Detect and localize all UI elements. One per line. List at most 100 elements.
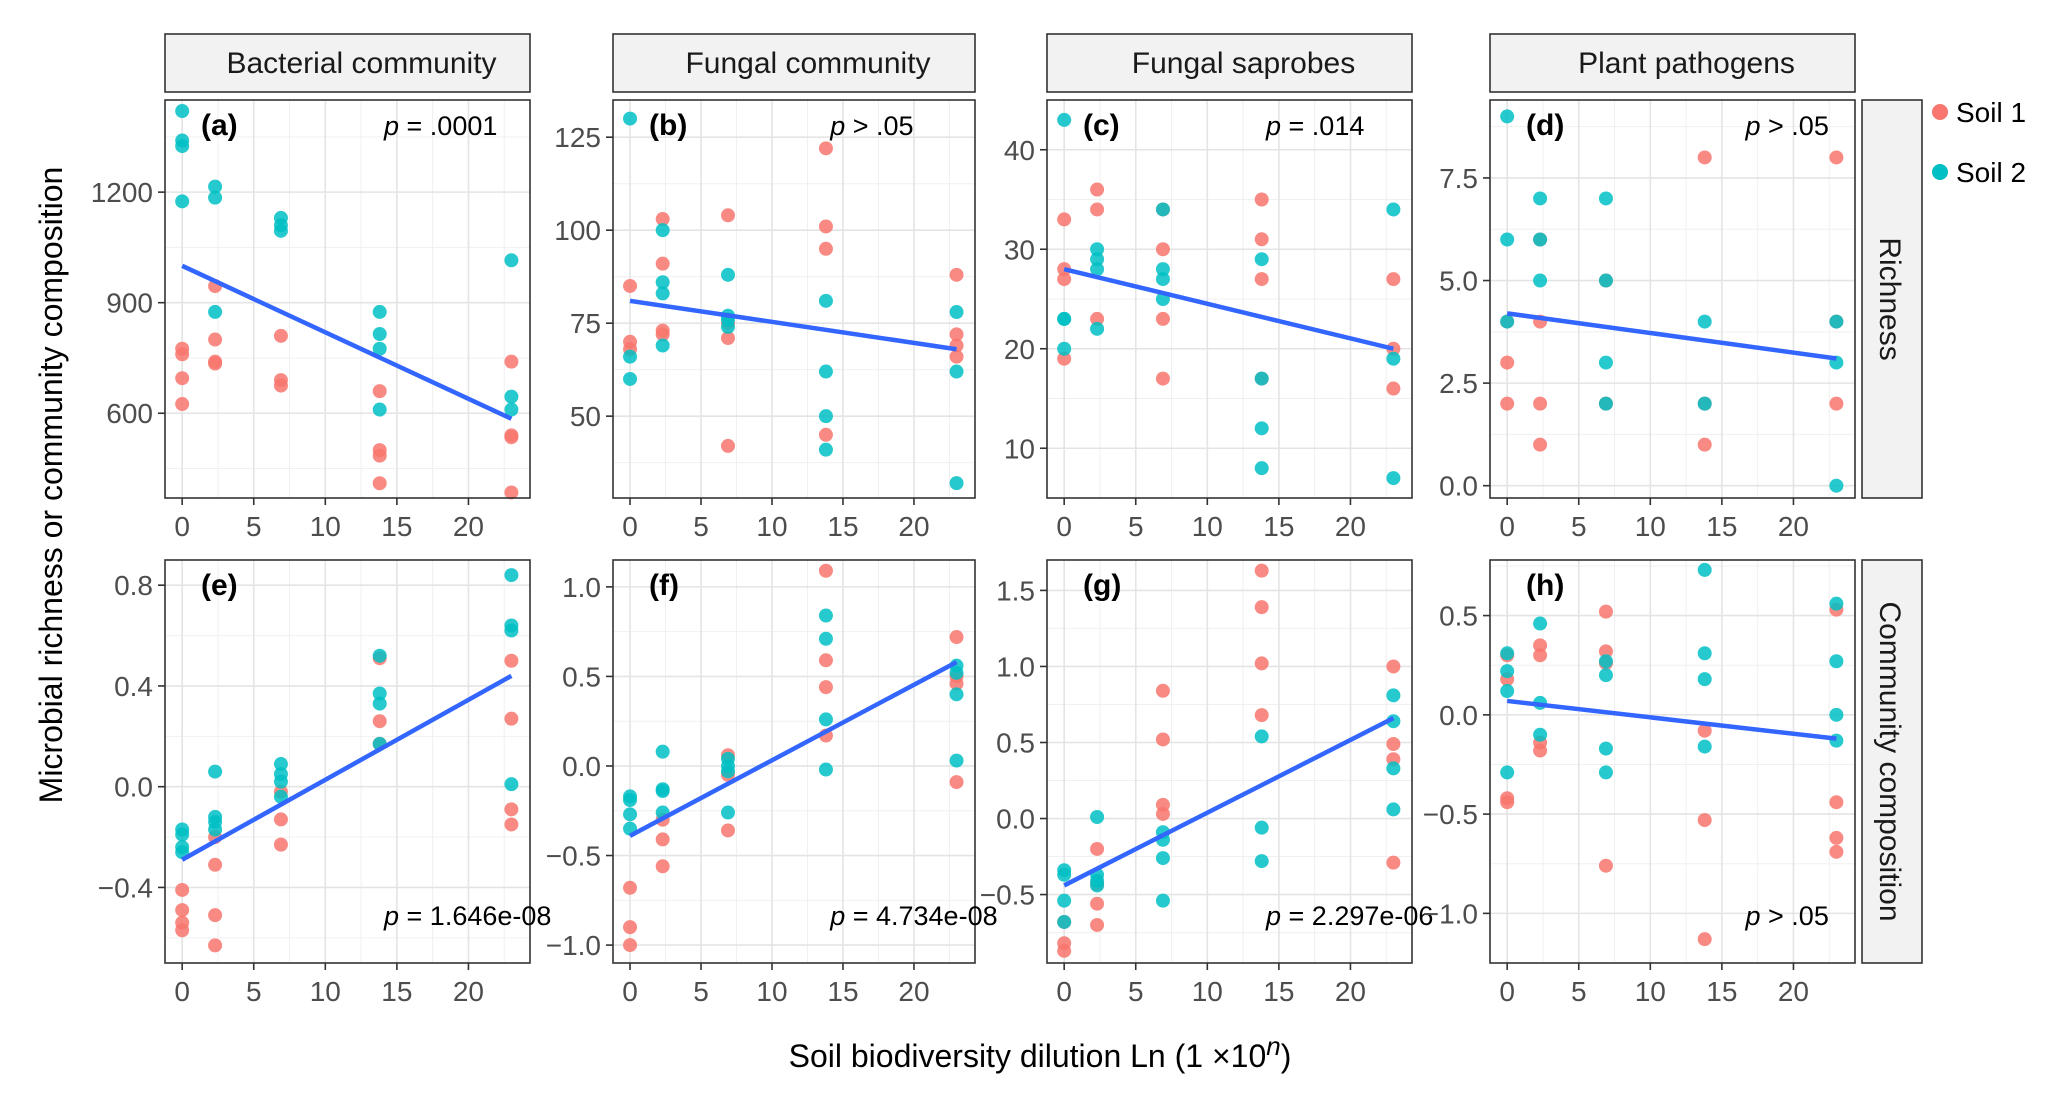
soil-1-point	[818, 653, 833, 668]
soil-1-point	[208, 356, 223, 371]
soil-2-point	[1386, 761, 1401, 776]
p-value-annotation: p = .014	[1265, 111, 1364, 141]
x-tick-label: 0	[622, 511, 638, 542]
scatter-panel: 0 5 10 15 20 600 900 1200 (a) p = .0001	[91, 99, 531, 542]
soil-1-point	[1090, 917, 1105, 932]
soil-1-point	[1386, 659, 1401, 674]
soil-1-point	[1533, 743, 1548, 758]
legend-soil-2-key	[1932, 164, 1948, 180]
soil-1-point	[175, 923, 190, 938]
p-value-annotation: p > .05	[1745, 111, 1829, 141]
regression-line	[628, 660, 958, 838]
soil-1-point	[1155, 732, 1170, 747]
soil-1-point	[655, 832, 670, 847]
soil-1-point	[1155, 683, 1170, 698]
soil-2-point	[1500, 232, 1515, 247]
soil-1-point	[273, 378, 288, 393]
soil-2-point	[655, 338, 670, 353]
y-tick-label: 0.5	[1439, 601, 1478, 632]
soil-2-point	[273, 757, 288, 772]
soil-1-point	[818, 141, 833, 156]
soil-1-point	[1697, 437, 1712, 452]
x-tick-label: 10	[310, 976, 341, 1007]
panel-tag: (a)	[201, 109, 238, 142]
y-tick-label: 7.5	[1439, 163, 1478, 194]
soil-2-point	[1598, 741, 1613, 756]
x-tick-label: 0	[1056, 976, 1072, 1007]
soil-2-point	[1598, 654, 1613, 669]
p-value-symbol: p	[1745, 111, 1761, 141]
legend-soil-1-label: Soil 1	[1956, 97, 2026, 128]
soil-1-point	[1829, 844, 1844, 859]
soil-1-point	[949, 630, 964, 645]
x-tick-label: 15	[381, 976, 412, 1007]
soil-2-point	[1057, 112, 1072, 127]
x-tick-label: 5	[246, 976, 262, 1007]
soil-1-point	[1500, 355, 1515, 370]
scatter-panel: 0 5 10 15 20 50 75 100 125 (b) p > .05	[554, 99, 976, 542]
soil-1-point	[208, 857, 223, 872]
soil-2-point	[1090, 321, 1105, 336]
soil-1-point	[175, 347, 190, 362]
soil-2-point	[1057, 311, 1072, 326]
scatter-panel: 0 5 10 15 20 −0.4 0.0 0.4 0.8 (e) p = 1.646e-08	[98, 559, 551, 1007]
soil-2-point	[623, 807, 638, 822]
panel-border	[1046, 99, 1413, 499]
facet-strips: Bacterial community Fungal community Funga…	[164, 33, 1923, 964]
soil-2-point	[372, 402, 387, 417]
soil-2-point	[504, 253, 519, 268]
soil-2-point	[1155, 893, 1170, 908]
panel-tag: (f)	[649, 569, 679, 602]
soil-2-point	[1254, 854, 1269, 869]
soil-1-point	[1386, 272, 1401, 287]
soil-1-point	[1533, 437, 1548, 452]
x-tick-label: 15	[1706, 976, 1737, 1007]
soil-2-point	[372, 648, 387, 663]
x-tick-label: 0	[174, 511, 190, 542]
soil-1-point	[655, 212, 670, 227]
panel-tag: (c)	[1083, 109, 1120, 142]
soil-2-point	[1829, 733, 1844, 748]
soil-1-point	[504, 485, 519, 500]
panel-border	[1489, 99, 1856, 499]
soil-1-point	[372, 714, 387, 729]
x-tick-label: 5	[1571, 511, 1587, 542]
soil-2-point	[1500, 765, 1515, 780]
soil-2-point	[372, 341, 387, 356]
soil-1-point	[1829, 396, 1844, 411]
soil-2-point	[720, 267, 735, 282]
soil-1-point	[175, 882, 190, 897]
soil-2-point	[655, 223, 670, 238]
row-strip	[1861, 99, 1923, 499]
soil-2-point	[949, 476, 964, 491]
y-tick-label: 100	[554, 215, 601, 246]
soil-1-point	[818, 219, 833, 234]
x-tick-label: 5	[1128, 511, 1144, 542]
column-strip	[1489, 33, 1856, 93]
soil-2-point	[208, 764, 223, 779]
soil-2-point	[1598, 668, 1613, 683]
soil-2-point	[949, 305, 964, 320]
panel-border	[164, 559, 531, 964]
soil-1-point	[1500, 795, 1515, 810]
soil-2-point	[372, 686, 387, 701]
soil-1-point	[504, 802, 519, 817]
soil-1-point	[655, 859, 670, 874]
soil-1-point	[1254, 656, 1269, 671]
soil-1-point	[372, 476, 387, 491]
soil-2-point	[949, 687, 964, 702]
soil-2-point	[1829, 478, 1844, 493]
y-tick-label: 1200	[91, 177, 153, 208]
soil-1-point	[1386, 737, 1401, 752]
soil-1-point	[372, 448, 387, 463]
soil-1-point	[1155, 371, 1170, 386]
soil-1-point	[720, 823, 735, 838]
soil-2-point	[273, 223, 288, 238]
soil-2-point	[208, 822, 223, 837]
soil-1-point	[818, 427, 833, 442]
soil-1-point	[504, 711, 519, 726]
soil-2-point	[1057, 341, 1072, 356]
x-tick-label: 5	[1128, 976, 1144, 1007]
legend: Soil 1 Soil 2	[1932, 97, 2026, 188]
soil-2-point	[1697, 562, 1712, 577]
